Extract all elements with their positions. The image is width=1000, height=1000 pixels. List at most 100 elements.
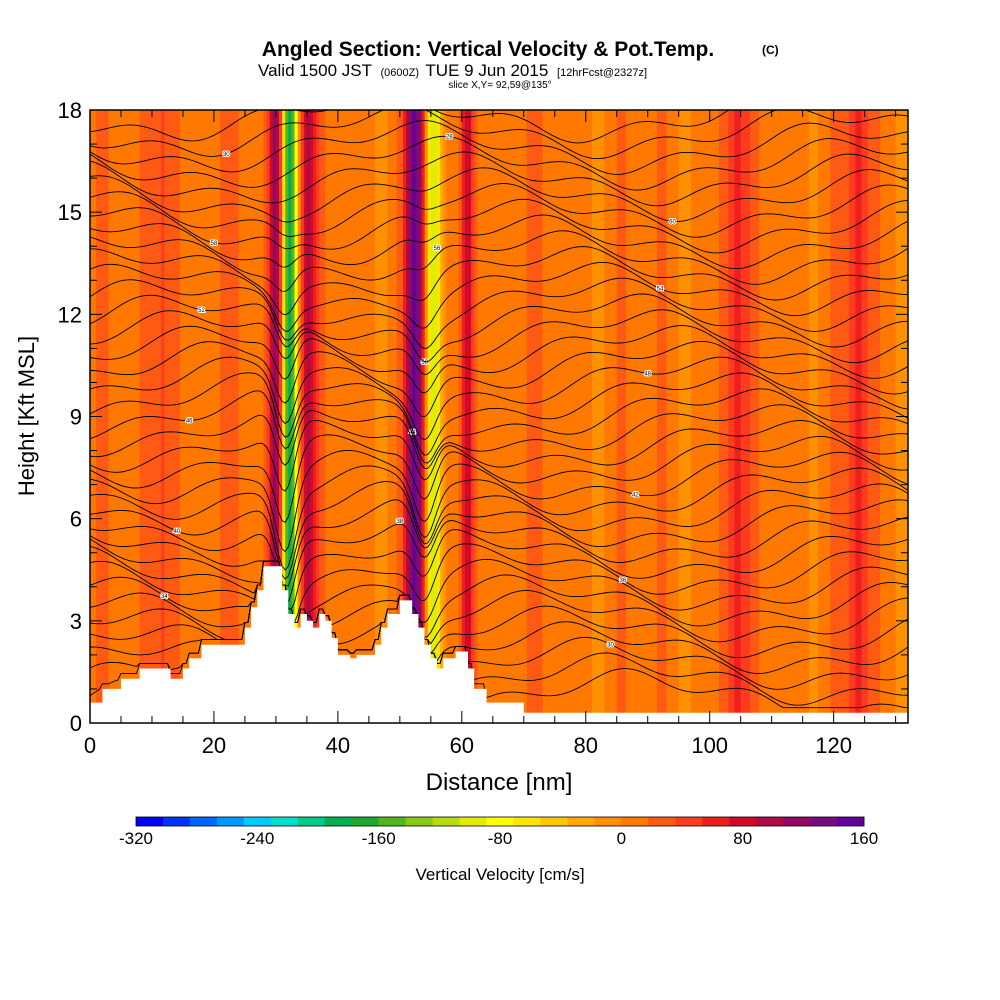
velocity-column [266,110,271,723]
theta-contour [90,529,908,610]
theta-contour [90,499,908,587]
velocity-column [117,110,122,723]
velocity-column [731,110,736,723]
theta-contour [90,481,908,580]
theta-contour [90,214,908,270]
colorbar-swatch [162,817,191,826]
velocity-column [619,110,624,723]
velocity-column [362,110,367,723]
velocity-column [105,110,110,723]
velocity-column [371,110,376,723]
velocity-column [449,110,454,723]
theta-label: 28 [446,135,453,141]
velocity-column [217,110,221,723]
velocity-column [229,110,234,723]
velocity-column [830,110,835,723]
velocity-column [706,110,711,723]
velocity-column [889,110,894,723]
velocity-column [877,110,881,723]
velocity-column [443,110,447,723]
velocity-column [124,110,128,723]
velocity-column [396,110,401,723]
velocity-column [368,110,373,723]
terrain [90,566,908,723]
velocity-column [688,110,692,723]
theta-label: 58 [211,241,218,247]
theta-label: 60 [669,219,676,225]
velocity-column [526,110,531,723]
velocity-column [762,110,767,723]
velocity-column [542,110,547,723]
y-tick-label: 0 [70,711,82,736]
velocity-column [331,110,336,723]
velocity-column [657,110,661,723]
colorbar-label: Vertical Velocity [cm/s] [415,865,584,884]
velocity-column [455,110,460,723]
velocity-column [108,110,113,723]
velocity-column [867,110,872,723]
colorbar-swatch [702,817,730,826]
velocity-column [799,110,804,723]
velocity-column [340,110,345,723]
velocity-column [700,110,705,723]
colorbar-swatch [459,817,487,826]
theta-contour [90,230,908,292]
velocity-column [734,110,739,723]
velocity-column [842,110,847,723]
velocity-column [616,110,621,723]
velocity-column [402,110,407,723]
velocity-column [130,110,134,723]
velocity-column [468,110,472,723]
velocity-column [579,110,584,723]
theta-contour [90,261,908,332]
velocity-column [334,110,339,723]
velocity-column [102,110,107,723]
velocity-column [114,110,119,723]
velocity-column [626,110,630,723]
x-tick-label: 100 [691,733,728,758]
theta-label: 56 [434,246,441,252]
theta-label: 50 [421,360,428,366]
velocity-column [805,110,810,723]
velocity-column [483,110,488,723]
velocity-column [213,110,218,723]
y-tick-label: 12 [58,302,82,327]
velocity-column [725,110,729,723]
velocity-column [591,110,596,723]
theta-contour [90,543,908,625]
velocity-column [777,110,782,723]
velocity-column [313,110,317,723]
velocity-column [347,110,351,723]
velocity-column [669,110,674,723]
velocity-column [523,110,528,723]
colorbar-tick-label: 80 [733,829,752,848]
velocity-column [551,110,556,723]
velocity-column [269,110,274,723]
velocity-column [415,110,420,723]
velocity-column [613,110,618,723]
velocity-column [771,110,776,723]
velocity-column [226,110,231,723]
theta-contour [90,340,908,418]
velocity-column [548,110,553,723]
theta-label: 52 [198,308,205,314]
velocity-column [350,110,354,723]
velocity-column [681,110,686,723]
velocity-column [120,110,125,723]
velocity-column [647,110,652,723]
velocity-column [282,110,286,723]
theta-contour [90,560,908,639]
velocity-column [849,110,853,723]
velocity-column [576,110,581,723]
velocity-column [433,110,438,723]
velocity-column [399,110,404,723]
colorbar-swatch [324,817,353,826]
velocity-column [886,110,891,723]
velocity-column [344,110,348,723]
theta-contour [90,277,908,349]
slice-info: slice X,Y= 92,59@135° [448,80,551,91]
velocity-column [179,110,184,723]
colorbar-swatch [243,817,272,826]
